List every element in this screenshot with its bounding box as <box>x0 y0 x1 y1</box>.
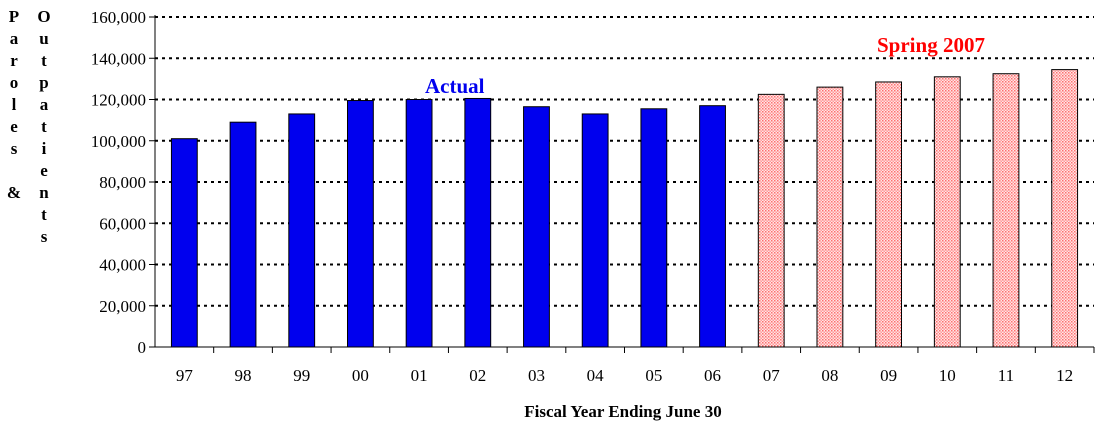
y-tick-label: 100,000 <box>91 132 146 151</box>
y-tick-label: 160,000 <box>91 8 146 27</box>
bar-projection <box>757 93 785 348</box>
x-tick-label: 05 <box>645 366 662 385</box>
x-tick-label: 98 <box>235 366 252 385</box>
y-tick-label: 60,000 <box>99 214 146 233</box>
bar-actual <box>346 100 374 348</box>
x-tick-label: 01 <box>411 366 428 385</box>
bar-projection <box>875 81 903 348</box>
actual-annotation: Actual <box>425 74 485 98</box>
bar-actual <box>699 105 726 348</box>
y-tick-label: 80,000 <box>99 173 146 192</box>
x-tick-label: 09 <box>880 366 897 385</box>
y-tick-label: 20,000 <box>99 297 146 316</box>
y-tick-label: 0 <box>138 338 147 357</box>
y-tick-label: 40,000 <box>99 256 146 275</box>
bar-actual <box>229 121 257 348</box>
x-tick-label: 04 <box>587 366 605 385</box>
x-tick-label: 11 <box>998 366 1014 385</box>
x-tick-label: 06 <box>704 366 721 385</box>
bar-actual <box>170 138 198 348</box>
x-tick-label: 02 <box>469 366 486 385</box>
bar-actual <box>640 108 668 348</box>
projection-annotation: Spring 2007 <box>877 33 985 57</box>
bar-projection <box>992 73 1020 348</box>
x-tick-label: 10 <box>939 366 956 385</box>
x-tick-label: 07 <box>763 366 781 385</box>
x-tick-label: 00 <box>352 366 369 385</box>
x-tick-label: 99 <box>293 366 310 385</box>
y-tick-label: 120,000 <box>91 91 146 110</box>
x-tick-label: 08 <box>821 366 838 385</box>
bar-projection <box>1051 69 1079 348</box>
y-tick-label: 140,000 <box>91 49 146 68</box>
bar-actual <box>581 113 609 348</box>
bar-actual <box>523 106 550 348</box>
bar-actual <box>405 99 433 348</box>
x-tick-label: 97 <box>176 366 194 385</box>
bar-projection <box>816 86 844 348</box>
bar-actual <box>288 113 316 348</box>
bar-projection <box>933 76 961 348</box>
x-tick-label: 03 <box>528 366 545 385</box>
bar-actual <box>464 97 492 348</box>
x-axis-title: Fiscal Year Ending June 30 <box>524 402 722 421</box>
x-tick-label: 12 <box>1056 366 1073 385</box>
